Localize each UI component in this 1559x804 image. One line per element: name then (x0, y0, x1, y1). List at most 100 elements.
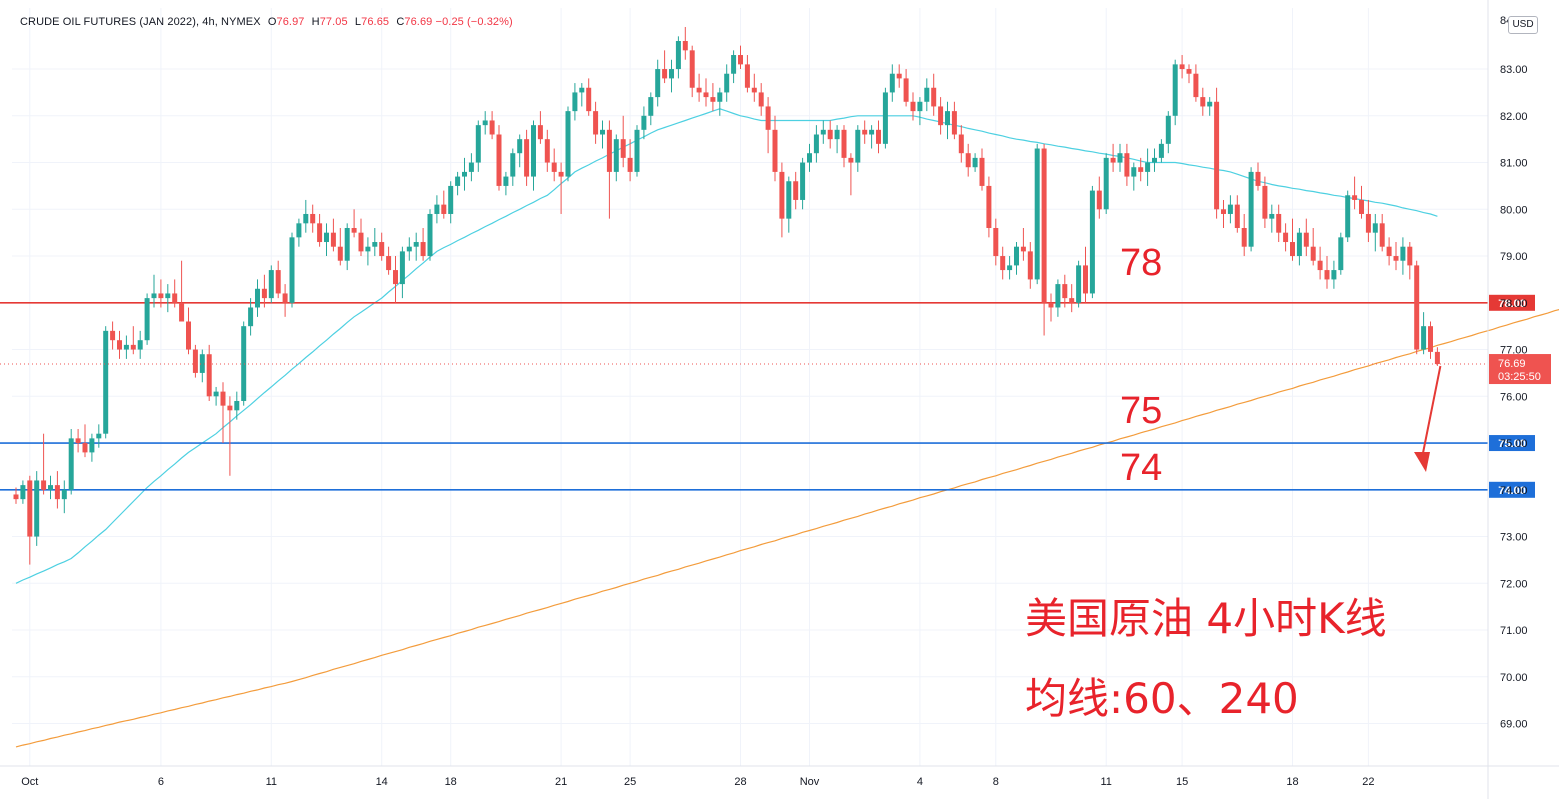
x-tick-label: 11 (1100, 776, 1111, 788)
y-tick-label: 75.00 (1500, 438, 1528, 450)
level-price-label: 74.00 (1498, 485, 1526, 497)
x-tick-label: 8 (993, 776, 999, 788)
y-tick-label: 81.00 (1500, 158, 1528, 170)
chart-annotation-subtitle: 均线:60、240 (1025, 674, 1299, 723)
x-tick-label: 11 (266, 776, 277, 788)
y-tick-label: 76.00 (1500, 391, 1528, 403)
x-tick-label: 18 (1286, 776, 1298, 788)
candle-body (1386, 246, 1392, 257)
candle-body (917, 101, 923, 112)
candle-body (689, 50, 695, 88)
y-tick-label: 78.00 (1500, 298, 1528, 310)
currency-button[interactable]: USD (1508, 16, 1538, 34)
candle-body (1041, 148, 1047, 303)
candle-body (882, 92, 888, 144)
candle-body (544, 139, 550, 163)
candle-body (1034, 148, 1040, 280)
candle-body (110, 330, 116, 341)
candle-body (1207, 101, 1213, 107)
candle-body (1165, 115, 1171, 144)
candle-body (1193, 73, 1199, 98)
projection-arrow (1414, 365, 1442, 472)
low-label: L (354, 16, 362, 28)
candle-body (1414, 265, 1420, 350)
candle-body (1276, 213, 1282, 233)
close-label: C (396, 16, 405, 28)
candle-body (703, 92, 709, 98)
candle-body (1131, 167, 1137, 177)
candle-body (1048, 302, 1054, 308)
candle-body (779, 171, 785, 219)
candle-body (1055, 284, 1061, 308)
symbol-info-bar: CRUDE OIL FUTURES (JAN 2022), 4h, NYMEX … (20, 16, 513, 28)
chart-annotation-title: 美国原油 4小时K线 (1025, 594, 1387, 643)
candle-body (1317, 260, 1323, 271)
candle-body (675, 41, 681, 70)
candle-body (662, 69, 668, 79)
x-tick-label: Nov (800, 776, 820, 788)
candle-body (1255, 171, 1261, 186)
candle-body (979, 157, 985, 186)
low-value: 76.65 (361, 16, 390, 28)
candle-body (931, 87, 937, 107)
candle-body (27, 480, 33, 537)
candle-body (869, 129, 875, 135)
candle-body (34, 480, 40, 537)
level-price-tag (1489, 435, 1535, 452)
candle-body (213, 391, 219, 397)
candle-body (1014, 246, 1019, 266)
x-tick-label: 14 (376, 776, 388, 788)
candle-body (579, 87, 585, 93)
level-annotation-75: 75 (1120, 390, 1162, 432)
candle-body (655, 69, 661, 98)
candle-body (1145, 162, 1151, 172)
candle-body (951, 111, 957, 135)
candle-body (1117, 153, 1123, 163)
candle-body (68, 438, 74, 490)
candle-body (876, 129, 881, 144)
candle-body (475, 125, 481, 163)
level-price-label: 75.00 (1498, 438, 1526, 450)
candle-body (572, 92, 578, 112)
candle-body (468, 162, 474, 172)
candle-body (220, 391, 226, 406)
candle-body (945, 111, 950, 126)
countdown-label: 03:25:50 (1498, 371, 1541, 383)
candle-body (558, 171, 564, 177)
candle-body (324, 232, 329, 243)
candle-body (889, 73, 895, 93)
candle-body (365, 246, 371, 252)
candle-body (744, 64, 750, 88)
y-tick-label: 69.00 (1500, 719, 1528, 731)
candle-body (255, 288, 260, 308)
candle-body (807, 153, 812, 163)
y-tick-label: 79.00 (1500, 251, 1528, 263)
candle-body (1434, 351, 1440, 365)
candle-body (862, 129, 868, 135)
x-tick-label: 15 (1176, 776, 1188, 788)
x-tick-label: 28 (734, 776, 746, 788)
candle-body (268, 270, 274, 299)
candle-body (1076, 265, 1082, 303)
candle-body (227, 405, 233, 411)
candle-body (758, 92, 764, 107)
candle-body (372, 242, 378, 247)
candle-body (144, 298, 150, 341)
candle-body (1103, 157, 1109, 210)
horizontal-levels: 78.00 75.00 74.00 (0, 294, 1535, 498)
close-value: 76.69 (404, 16, 433, 28)
candle-body (351, 228, 357, 233)
candle-body (1110, 157, 1116, 163)
candle-body (1138, 167, 1144, 172)
x-tick-label: 18 (445, 776, 457, 788)
x-tick-label: Oct (21, 776, 38, 788)
candle-body (158, 293, 164, 299)
candle-body (613, 139, 619, 172)
candle-body (496, 134, 502, 186)
symbol-title: CRUDE OIL FUTURES (JAN 2022), 4h, NYMEX (20, 16, 261, 28)
candle-body (303, 213, 309, 224)
candle-body (696, 87, 702, 93)
candle-body (427, 213, 433, 257)
candle-body (586, 87, 592, 112)
